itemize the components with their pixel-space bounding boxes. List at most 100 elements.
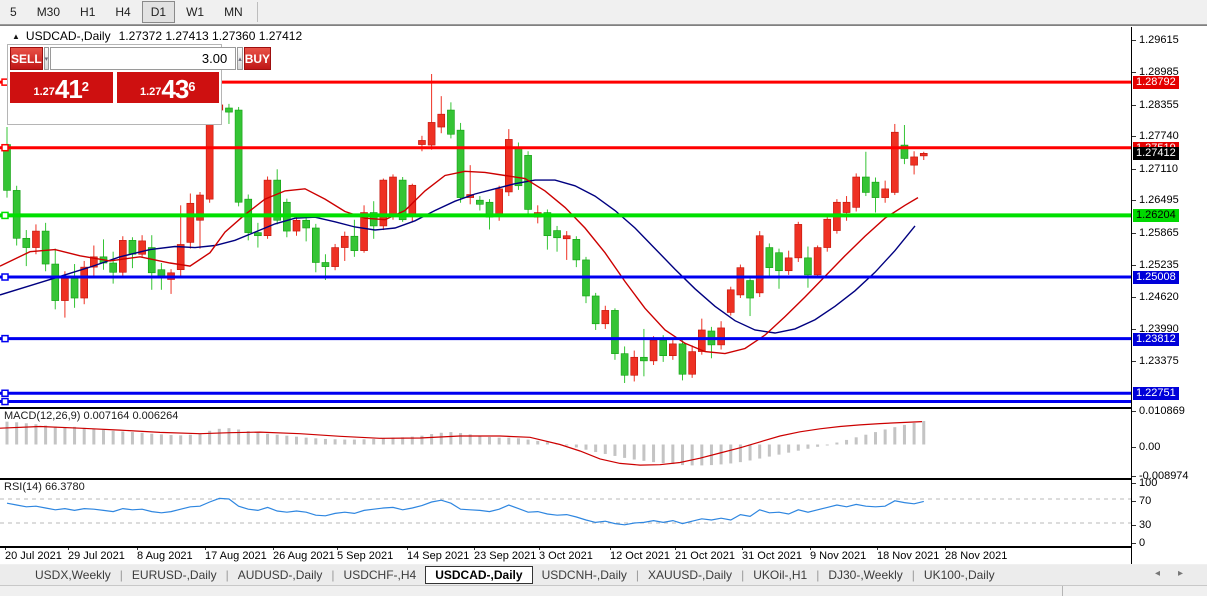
macd-axis-label: 0.00: [1132, 441, 1160, 453]
macd-histogram: [5, 420, 926, 466]
sell-price-small: 1.27: [33, 86, 55, 98]
chart-tab-dj30-weekly[interactable]: DJ30-,Weekly: [828, 568, 903, 582]
chart-tab-usdcnh-daily[interactable]: USDCNH-,Daily: [541, 568, 627, 582]
chart-tab-usdchf-h4[interactable]: USDCHF-,H4: [343, 568, 417, 582]
tab-scroll-right-icon: ▸: [1177, 568, 1201, 579]
date-label: 31 Oct 2021: [742, 550, 802, 562]
tab-separator: |: [741, 568, 745, 582]
sell-button[interactable]: SELL: [10, 47, 43, 70]
pane-separator: [0, 546, 1131, 548]
date-label: 23 Sep 2021: [474, 550, 537, 562]
chart-title: ▲ USDCAD-,Daily 1.27372 1.27413 1.27360 1.…: [12, 29, 302, 43]
date-tick: [273, 546, 274, 550]
price-badge-1.23812: 1.23812: [1133, 332, 1179, 346]
date-label: 3 Oct 2021: [539, 550, 593, 562]
buy-price-small: 1.27: [139, 86, 162, 98]
date-label: 8 Aug 2021: [137, 550, 193, 562]
chart-window: ▲ USDCAD-,Daily 1.27372 1.27413 1.27360 1.…: [0, 25, 1207, 564]
timeframe-button-5[interactable]: 5: [10, 5, 17, 19]
date-tick: [610, 546, 611, 550]
date-label: 28 Nov 2021: [945, 550, 1008, 562]
price-tick-label: 1.25865: [1132, 227, 1179, 239]
buy-price-box[interactable]: 1.27 43 6: [116, 72, 219, 104]
date-label: 26 Aug 2021: [273, 550, 335, 562]
price-tick-label: 1.27740: [1132, 130, 1179, 142]
price-tick-label: 1.26495: [1132, 194, 1179, 206]
timeframe-button-h4[interactable]: H4: [115, 5, 131, 19]
date-label: 21 Oct 2021: [675, 550, 735, 562]
pane-separator[interactable]: [0, 478, 1131, 480]
volume-input[interactable]: [50, 47, 237, 70]
date-tick: [945, 546, 946, 550]
sell-price-box[interactable]: 1.27 41 2: [10, 72, 113, 103]
timeframe-button-m30[interactable]: M30: [36, 5, 61, 19]
collapse-triangle-icon[interactable]: ▲: [12, 32, 20, 41]
rsi-pane[interactable]: [0, 479, 1131, 546]
price-tick-label: 1.28985: [1132, 66, 1179, 78]
ma-fast-line: [0, 170, 919, 355]
price-badge-1.28792: 1.28792: [1133, 76, 1179, 90]
macd-label: MACD(12,26,9) 0.007164 0.006264: [4, 410, 179, 422]
timeframe-button-h1[interactable]: H1: [80, 5, 96, 19]
chart-tab-bar: USDX,Weekly | EURUSD-,Daily | AUDUSD-,Daily |…: [0, 565, 1207, 586]
chart-tab-uk100-daily[interactable]: UK100-,Daily: [923, 568, 995, 582]
chart-tab-audusd-daily[interactable]: AUDUSD-,Daily: [237, 568, 323, 582]
chart-tab-xauusd-daily[interactable]: XAUUSD-,Daily: [648, 568, 733, 582]
chart-tab-usdx-weekly[interactable]: USDX,Weekly: [35, 568, 111, 582]
tab-separator: |: [331, 568, 335, 582]
status-divider: [1062, 586, 1063, 596]
date-tick: [205, 546, 206, 550]
date-label: 29 Jul 2021: [68, 550, 125, 562]
tab-separator: |: [119, 568, 123, 582]
tab-separator: |: [635, 568, 640, 582]
macd-pane[interactable]: [0, 409, 1131, 478]
rsi-label: RSI(14) 66.3780: [4, 481, 85, 493]
rsi-axis-label: 30: [1132, 519, 1151, 531]
date-tick: [810, 546, 811, 550]
timeframe-toolbar: 5 M30 H1 H4 D1 W1 MN: [0, 0, 1207, 25]
timeframe-button-d1[interactable]: D1: [141, 1, 176, 23]
price-badge-1.27412: 1.27412: [1133, 147, 1179, 161]
date-tick: [5, 546, 6, 550]
horizontal-level-lines[interactable]: [0, 78, 1131, 406]
date-tick: [877, 546, 878, 550]
chart-tab-eurusd-daily[interactable]: EURUSD-,Daily: [131, 568, 217, 582]
date-tick: [474, 546, 475, 550]
date-label: 18 Nov 2021: [877, 550, 940, 562]
volume-decrease-button[interactable]: ▾: [43, 47, 50, 70]
date-tick: [137, 546, 138, 550]
tab-scroll-arrows[interactable]: ◂▸: [1155, 568, 1201, 579]
sell-price-big: 41: [54, 74, 83, 104]
toolbar-separator: [256, 2, 258, 22]
buy-price-big: 43: [161, 74, 189, 104]
date-tick: [68, 546, 69, 550]
sell-price-sup: 2: [81, 79, 90, 94]
price-chart-pane[interactable]: [0, 27, 1131, 407]
tab-separator: |: [816, 568, 820, 582]
ma-slow-line: [0, 179, 916, 334]
pane-separator[interactable]: [0, 407, 1131, 409]
tab-separator: |: [225, 568, 229, 582]
date-label: 20 Jul 2021: [5, 550, 62, 562]
macd-axis-label: 0.010869: [1132, 405, 1185, 417]
date-label: 9 Nov 2021: [810, 550, 867, 562]
rsi-axis-label: 100: [1132, 477, 1157, 489]
candlesticks: [3, 74, 928, 384]
volume-increase-button[interactable]: ▴: [237, 47, 243, 70]
chart-tab-usdcad-daily[interactable]: USDCAD-,Daily: [425, 566, 533, 584]
price-tick-label: 1.23990: [1132, 323, 1179, 335]
tab-scroll-left-icon: ◂: [1154, 568, 1178, 579]
chart-tab-ukoil-h1[interactable]: UKOil-,H1: [753, 568, 808, 582]
chart-symbol-period: USDCAD-,Daily: [25, 29, 111, 43]
price-axis: 1.29615 1.28985 1.28355 1.27740 1.27110 1.264…: [1131, 27, 1207, 564]
date-axis: 20 Jul 2021 29 Jul 2021 8 Aug 2021 17 Aug 2…: [0, 546, 1131, 564]
buy-button[interactable]: BUY: [243, 47, 272, 70]
date-label: 5 Sep 2021: [337, 550, 394, 562]
date-tick: [539, 546, 540, 550]
macd-signal-line: [0, 421, 923, 466]
rsi-line: [6, 497, 924, 526]
timeframe-button-mn[interactable]: MN: [224, 5, 243, 19]
date-label: 17 Aug 2021: [205, 550, 267, 562]
timeframe-button-w1[interactable]: W1: [186, 5, 205, 19]
